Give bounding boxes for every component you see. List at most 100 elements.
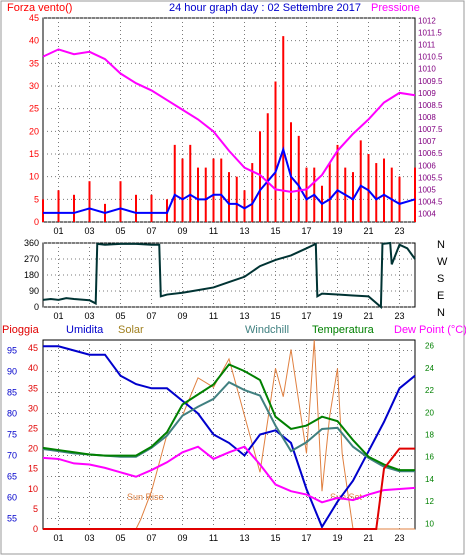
wind-y-tick: 35 xyxy=(29,58,39,68)
humidity-y-tick: 80 xyxy=(7,409,17,419)
x-tick-label: 07 xyxy=(146,226,156,236)
temp-y-tick: 22 xyxy=(425,386,434,395)
direction-series-line xyxy=(42,241,416,310)
wind-left-label: Forza vento() xyxy=(7,2,72,14)
legend-dewpoint: Dew Point (°C) xyxy=(394,324,466,336)
x-tick-label: 15 xyxy=(270,533,280,543)
pressure-y-tick: 1008.5 xyxy=(418,101,443,110)
x-tick-label: 07 xyxy=(146,311,156,321)
x-tick-label: 13 xyxy=(239,311,249,321)
x-tick-label: 03 xyxy=(84,226,94,236)
pressure-y-tick: 1008 xyxy=(418,113,436,122)
x-tick-label: 17 xyxy=(301,533,311,543)
temp-y-tick: 26 xyxy=(425,342,434,351)
temp-y-tick: 16 xyxy=(425,453,434,462)
pressure-y-tick: 1006.5 xyxy=(418,149,443,158)
x-tick-label: 05 xyxy=(115,311,125,321)
x-tick-label: 19 xyxy=(332,226,342,236)
pressure-y-tick: 1005 xyxy=(418,185,436,194)
humidity-y-tick: 55 xyxy=(7,514,17,524)
wind-y-tick: 0 xyxy=(34,217,39,227)
pressure-y-tick: 1009.5 xyxy=(418,77,443,86)
compass-label: E xyxy=(437,290,444,302)
wind-y-tick: 10 xyxy=(29,172,39,182)
direction-y-tick: 360 xyxy=(24,238,39,248)
x-tick-label: 11 xyxy=(209,533,218,543)
wind-y-tick: 45 xyxy=(29,13,39,23)
humidity-y-tick: 95 xyxy=(7,346,17,356)
x-tick-label: 23 xyxy=(394,226,404,236)
rain-y-tick: 25 xyxy=(28,423,38,433)
rain-y-tick: 30 xyxy=(28,403,38,413)
rain-y-tick: 10 xyxy=(28,484,38,494)
compass-label: N xyxy=(437,307,445,319)
rain-y-tick: 0 xyxy=(33,524,38,534)
compass-label: N xyxy=(437,239,445,251)
pressure-y-tick: 1004 xyxy=(418,210,436,219)
wind-series-line xyxy=(43,146,416,214)
wind-y-tick: 25 xyxy=(29,104,39,114)
x-tick-label: 19 xyxy=(332,311,342,321)
wind-y-tick: 20 xyxy=(29,126,39,136)
x-tick-label: 21 xyxy=(363,533,373,543)
rain-series-line xyxy=(43,447,415,530)
x-tick-label: 03 xyxy=(84,311,94,321)
rain-y-tick: 40 xyxy=(28,363,38,373)
pressure-y-tick: 1006 xyxy=(418,161,436,170)
wind-chart-title: 24 hour graph day : 02 Settembre 2017 xyxy=(169,2,361,14)
humidity-y-tick: 65 xyxy=(7,472,17,482)
humidity-y-tick: 90 xyxy=(7,367,17,377)
wind-y-tick: 40 xyxy=(29,36,39,46)
pressure-y-tick: 1007.5 xyxy=(418,125,443,134)
x-tick-label: 23 xyxy=(394,533,404,543)
rain-y-tick: 5 xyxy=(33,504,38,514)
pressure-label: Pressione xyxy=(371,2,420,14)
x-tick-label: 01 xyxy=(53,311,63,321)
dewpoint-series-line xyxy=(42,445,416,504)
x-tick-label: 21 xyxy=(363,311,373,321)
legend-umidita: Umidita xyxy=(66,324,104,336)
pressure-y-tick: 1005.5 xyxy=(418,173,443,182)
pressure-series-line xyxy=(42,48,416,193)
x-tick-label: 21 xyxy=(363,226,373,236)
humidity-y-tick: 85 xyxy=(7,388,17,398)
pressure-y-tick: 1010 xyxy=(418,65,436,74)
x-tick-label: 23 xyxy=(394,311,404,321)
legend-windchill: Windchill xyxy=(245,324,289,336)
temp-y-tick: 20 xyxy=(425,408,434,417)
pressure-y-tick: 1009 xyxy=(418,89,436,98)
x-tick-label: 15 xyxy=(270,226,280,236)
legend-pioggia: Pioggia xyxy=(2,324,40,336)
x-tick-label: 01 xyxy=(53,226,63,236)
x-tick-label: 19 xyxy=(332,533,342,543)
pressure-y-tick: 1010.5 xyxy=(418,53,443,62)
rain-y-tick: 45 xyxy=(28,343,38,353)
direction-y-tick: 0 xyxy=(34,302,39,312)
rain-y-tick: 20 xyxy=(28,444,38,454)
x-tick-label: 11 xyxy=(209,226,218,236)
x-tick-label: 17 xyxy=(301,311,311,321)
humidity-y-tick: 70 xyxy=(7,451,17,461)
x-tick-label: 05 xyxy=(115,226,125,236)
solar-series-line xyxy=(43,339,415,530)
temp-y-tick: 24 xyxy=(425,364,434,373)
pressure-y-tick: 1011.5 xyxy=(418,28,442,37)
pressure-y-tick: 1007 xyxy=(418,137,436,146)
legend-temperatura: Temperatura xyxy=(312,324,375,336)
direction-y-tick: 270 xyxy=(24,254,39,264)
wind-y-tick: 30 xyxy=(29,81,39,91)
temperature-series-line xyxy=(42,363,415,472)
humidity-y-tick: 75 xyxy=(7,430,17,440)
direction-y-tick: 90 xyxy=(29,286,39,296)
sunrise-label: Sun Rise xyxy=(127,492,164,502)
x-tick-label: 03 xyxy=(84,533,94,543)
temp-y-tick: 18 xyxy=(425,431,434,440)
pressure-y-tick: 1004.5 xyxy=(418,197,443,206)
x-tick-label: 15 xyxy=(270,311,280,321)
humidity-series-line xyxy=(43,345,416,530)
temp-plot-area xyxy=(42,339,416,530)
rain-y-tick: 35 xyxy=(28,383,38,393)
